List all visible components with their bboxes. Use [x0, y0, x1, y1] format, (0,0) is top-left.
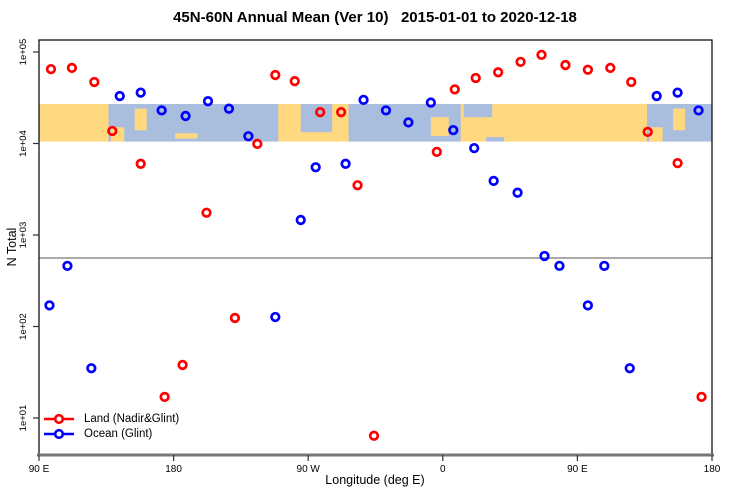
x-tick-label: 180	[704, 464, 721, 475]
data-point	[554, 260, 565, 272]
data-point	[114, 90, 125, 102]
data-point	[44, 300, 55, 311]
y-axis-title: N Total	[5, 227, 19, 267]
data-point	[201, 207, 212, 218]
map-island-patch	[110, 127, 125, 142]
y-tick-label: 1e+02	[18, 313, 29, 340]
data-point	[223, 103, 235, 114]
x-tick-label: 180	[165, 464, 182, 475]
plot-border	[38, 39, 713, 456]
data-point	[672, 87, 683, 98]
data-point	[642, 126, 653, 138]
data-point	[180, 110, 191, 122]
data-point	[352, 180, 363, 191]
data-point	[599, 260, 610, 272]
data-point	[86, 363, 97, 374]
map-island-patch	[430, 117, 449, 136]
data-point	[449, 84, 460, 95]
x-axis: 90 E 180 90 W 0 90 E 180	[29, 453, 721, 475]
data-point	[135, 87, 146, 98]
data-point	[289, 76, 300, 87]
data-point	[177, 359, 188, 371]
data-point	[469, 142, 480, 154]
legend-circle-land-icon	[53, 413, 65, 425]
x-tick-label: 90 E	[567, 464, 588, 475]
data-point	[672, 157, 683, 169]
legend-label-ocean: Ocean (Glint)	[84, 428, 153, 440]
x-tick-label: 90 E	[29, 464, 50, 475]
map-island-patch	[134, 108, 147, 131]
map-band	[39, 104, 712, 142]
data-point	[62, 260, 73, 272]
x-tick-label: 90 W	[297, 464, 321, 475]
legend-symbol-ocean-icon	[44, 428, 74, 440]
data-point	[624, 363, 635, 374]
data-point	[229, 312, 241, 324]
legend-label-land: Land (Nadir&Glint)	[84, 413, 180, 425]
data-point	[560, 59, 571, 71]
data-point	[243, 131, 254, 142]
data-point	[425, 97, 436, 108]
data-point	[89, 76, 100, 88]
y-tick-label: 1e+05	[18, 39, 29, 66]
data-point	[536, 49, 547, 61]
data-point	[651, 90, 662, 102]
legend-item-land: Land (Nadir&Glint)	[42, 412, 179, 426]
legend-symbol-land-icon	[44, 413, 74, 425]
data-point	[340, 158, 351, 169]
data-point	[315, 107, 326, 118]
x-axis-title: Longitude (deg E)	[325, 473, 425, 487]
y-axis: 1e+01 1e+02 1e+03 1e+04 1e+05	[18, 39, 39, 432]
data-point	[295, 214, 306, 226]
data-point	[605, 62, 616, 74]
y-tick-label: 1e+04	[18, 130, 29, 157]
legend-circle-ocean-icon	[53, 428, 65, 440]
data-point	[696, 391, 707, 403]
map-ocean-patch	[300, 104, 333, 133]
data-point	[270, 311, 281, 323]
data-point	[512, 187, 523, 198]
data-point	[45, 63, 57, 75]
y-tick-label: 1e+03	[18, 222, 29, 249]
map-ocean-patch	[486, 137, 505, 142]
data-point	[488, 175, 499, 187]
data-point	[539, 250, 550, 262]
data-point	[135, 158, 146, 169]
data-point	[582, 300, 594, 311]
data-point	[582, 64, 594, 75]
chart-title: 45N-60N Annual Mean (Ver 10) 2015-01-01 …	[173, 9, 577, 26]
data-point	[368, 430, 380, 441]
data-point	[515, 56, 526, 68]
data-point	[335, 107, 347, 118]
data-point	[626, 76, 637, 88]
data-point	[380, 105, 392, 116]
map-island-patch	[673, 108, 686, 131]
series-ocean	[44, 87, 704, 374]
data-point	[252, 138, 263, 150]
y-tick-label: 1e+01	[18, 405, 29, 432]
data-point	[310, 162, 321, 173]
data-point	[403, 117, 414, 128]
data-point	[107, 125, 118, 137]
data-point	[470, 72, 481, 84]
data-point	[156, 105, 167, 116]
data-point	[448, 124, 459, 136]
series-land	[45, 49, 707, 441]
data-point	[159, 391, 170, 403]
data-point	[358, 94, 369, 105]
data-point	[202, 96, 214, 107]
data-point	[270, 69, 281, 81]
map-ocean-patch	[463, 104, 493, 118]
map-island-patch	[175, 133, 198, 139]
x-tick-label: 0	[440, 464, 446, 475]
legend-item-ocean: Ocean (Glint)	[42, 427, 179, 441]
data-point	[431, 146, 442, 158]
data-point	[492, 67, 504, 78]
data-point	[693, 105, 704, 116]
legend: Land (Nadir&Glint) Ocean (Glint)	[42, 412, 179, 442]
data-point	[66, 62, 78, 74]
